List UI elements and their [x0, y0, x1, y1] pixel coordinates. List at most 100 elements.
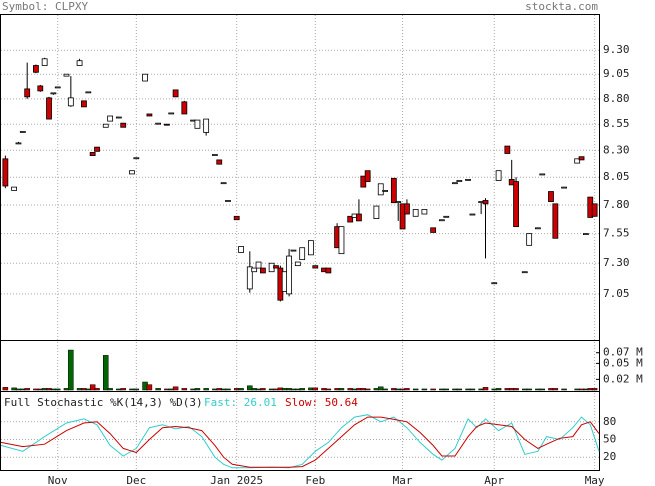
candle-body [233, 215, 240, 221]
volume-bar [120, 388, 126, 391]
candle-body [246, 266, 253, 290]
volume-bar [24, 388, 30, 391]
candle-body [495, 170, 502, 181]
volume-bar [89, 384, 96, 391]
volume-bar [247, 385, 253, 391]
candle-body [482, 200, 489, 205]
candle-body [412, 209, 419, 217]
candle-body [2, 158, 9, 187]
symbol-label: Symbol: CLPXY [2, 0, 88, 13]
volume-bar [325, 388, 332, 391]
volume-bar [591, 388, 598, 391]
volume-bar [513, 388, 519, 391]
candle-body [102, 123, 109, 128]
volume-bar [54, 388, 61, 391]
candle-body [539, 173, 546, 176]
candle-body [574, 158, 581, 164]
candle-body [203, 118, 210, 133]
candle-body [24, 88, 31, 98]
volume-bar [133, 388, 140, 391]
candle-body [37, 85, 44, 92]
candle-body [216, 159, 223, 165]
candle-body [513, 181, 519, 228]
candle-body [133, 157, 140, 160]
volume-bar [172, 386, 179, 391]
x-tick-label: Mar [393, 474, 413, 486]
volume-tick-label: 0.02 M [603, 372, 643, 385]
volume-bar [482, 387, 489, 391]
candle-body [469, 213, 476, 216]
candle-body [181, 101, 188, 115]
candle-body [115, 116, 122, 119]
candle-body [347, 215, 354, 223]
y-tick-label: 8.05 [603, 170, 630, 183]
candle-body [578, 156, 585, 161]
y-tick-label: 7.55 [603, 227, 630, 240]
candle-body [33, 65, 39, 73]
candle-body [142, 73, 148, 82]
candle-body [81, 100, 87, 108]
volume-bar [526, 388, 532, 391]
x-tick-label: Nov [48, 474, 68, 486]
candle-body [238, 246, 244, 253]
candle-body [338, 226, 345, 255]
candle-body [11, 186, 17, 191]
candle-body [356, 213, 362, 222]
volume-tick-label: 0.07 M [603, 346, 643, 359]
candle-body [456, 180, 463, 182]
candle-body [526, 233, 533, 246]
candle-body [67, 97, 74, 107]
fast-name: Fast: [204, 396, 237, 409]
volume-bar [238, 388, 244, 391]
candle-body [89, 152, 96, 157]
candle-body [259, 267, 266, 274]
candle-body [312, 265, 319, 269]
candle-body [491, 282, 498, 285]
y-tick-label: 7.05 [603, 287, 630, 300]
candle-body [364, 170, 371, 182]
volume-bar [338, 388, 345, 391]
candle-body [373, 205, 380, 219]
x-tick-label: Dec [126, 474, 146, 486]
y-tick-label: 20 [603, 450, 616, 463]
volume-bar [421, 388, 428, 391]
candle-body [325, 267, 332, 274]
candle-body [194, 119, 201, 129]
x-tick-label: Apr [484, 474, 504, 486]
candle-body [583, 233, 589, 236]
volume-bar [181, 388, 188, 391]
volume-bar [107, 388, 113, 391]
candle-body [404, 203, 410, 215]
y-tick-label: 7.80 [603, 198, 630, 211]
volume-bar [146, 384, 153, 391]
candle-body [504, 145, 511, 154]
volume-bar [103, 355, 109, 391]
candle-body [163, 123, 170, 126]
candle-body [225, 200, 231, 202]
candle-body [172, 89, 179, 98]
y-tick-label: 80 [603, 415, 616, 428]
candle-body [94, 146, 100, 152]
candle-body [294, 261, 301, 267]
volume-bar [94, 388, 100, 391]
stochastic-line [0, 416, 600, 468]
volume-bar [561, 388, 567, 391]
volume-bar [443, 388, 449, 391]
candle-body [452, 182, 458, 185]
candle-body [290, 249, 297, 252]
candle-body [168, 112, 175, 115]
y-tick-label: 7.30 [603, 256, 630, 269]
candle-body [395, 201, 402, 203]
candle-body [308, 240, 314, 256]
candle-body [465, 178, 471, 181]
candle-body [561, 186, 567, 189]
slow-legend: Slow: 50.64 [285, 396, 358, 409]
volume-bar [456, 388, 463, 391]
fast-value: 26.01 [244, 396, 277, 409]
candle-body [251, 267, 258, 273]
candle-body [19, 131, 26, 133]
y-tick-label: 9.30 [603, 43, 630, 56]
